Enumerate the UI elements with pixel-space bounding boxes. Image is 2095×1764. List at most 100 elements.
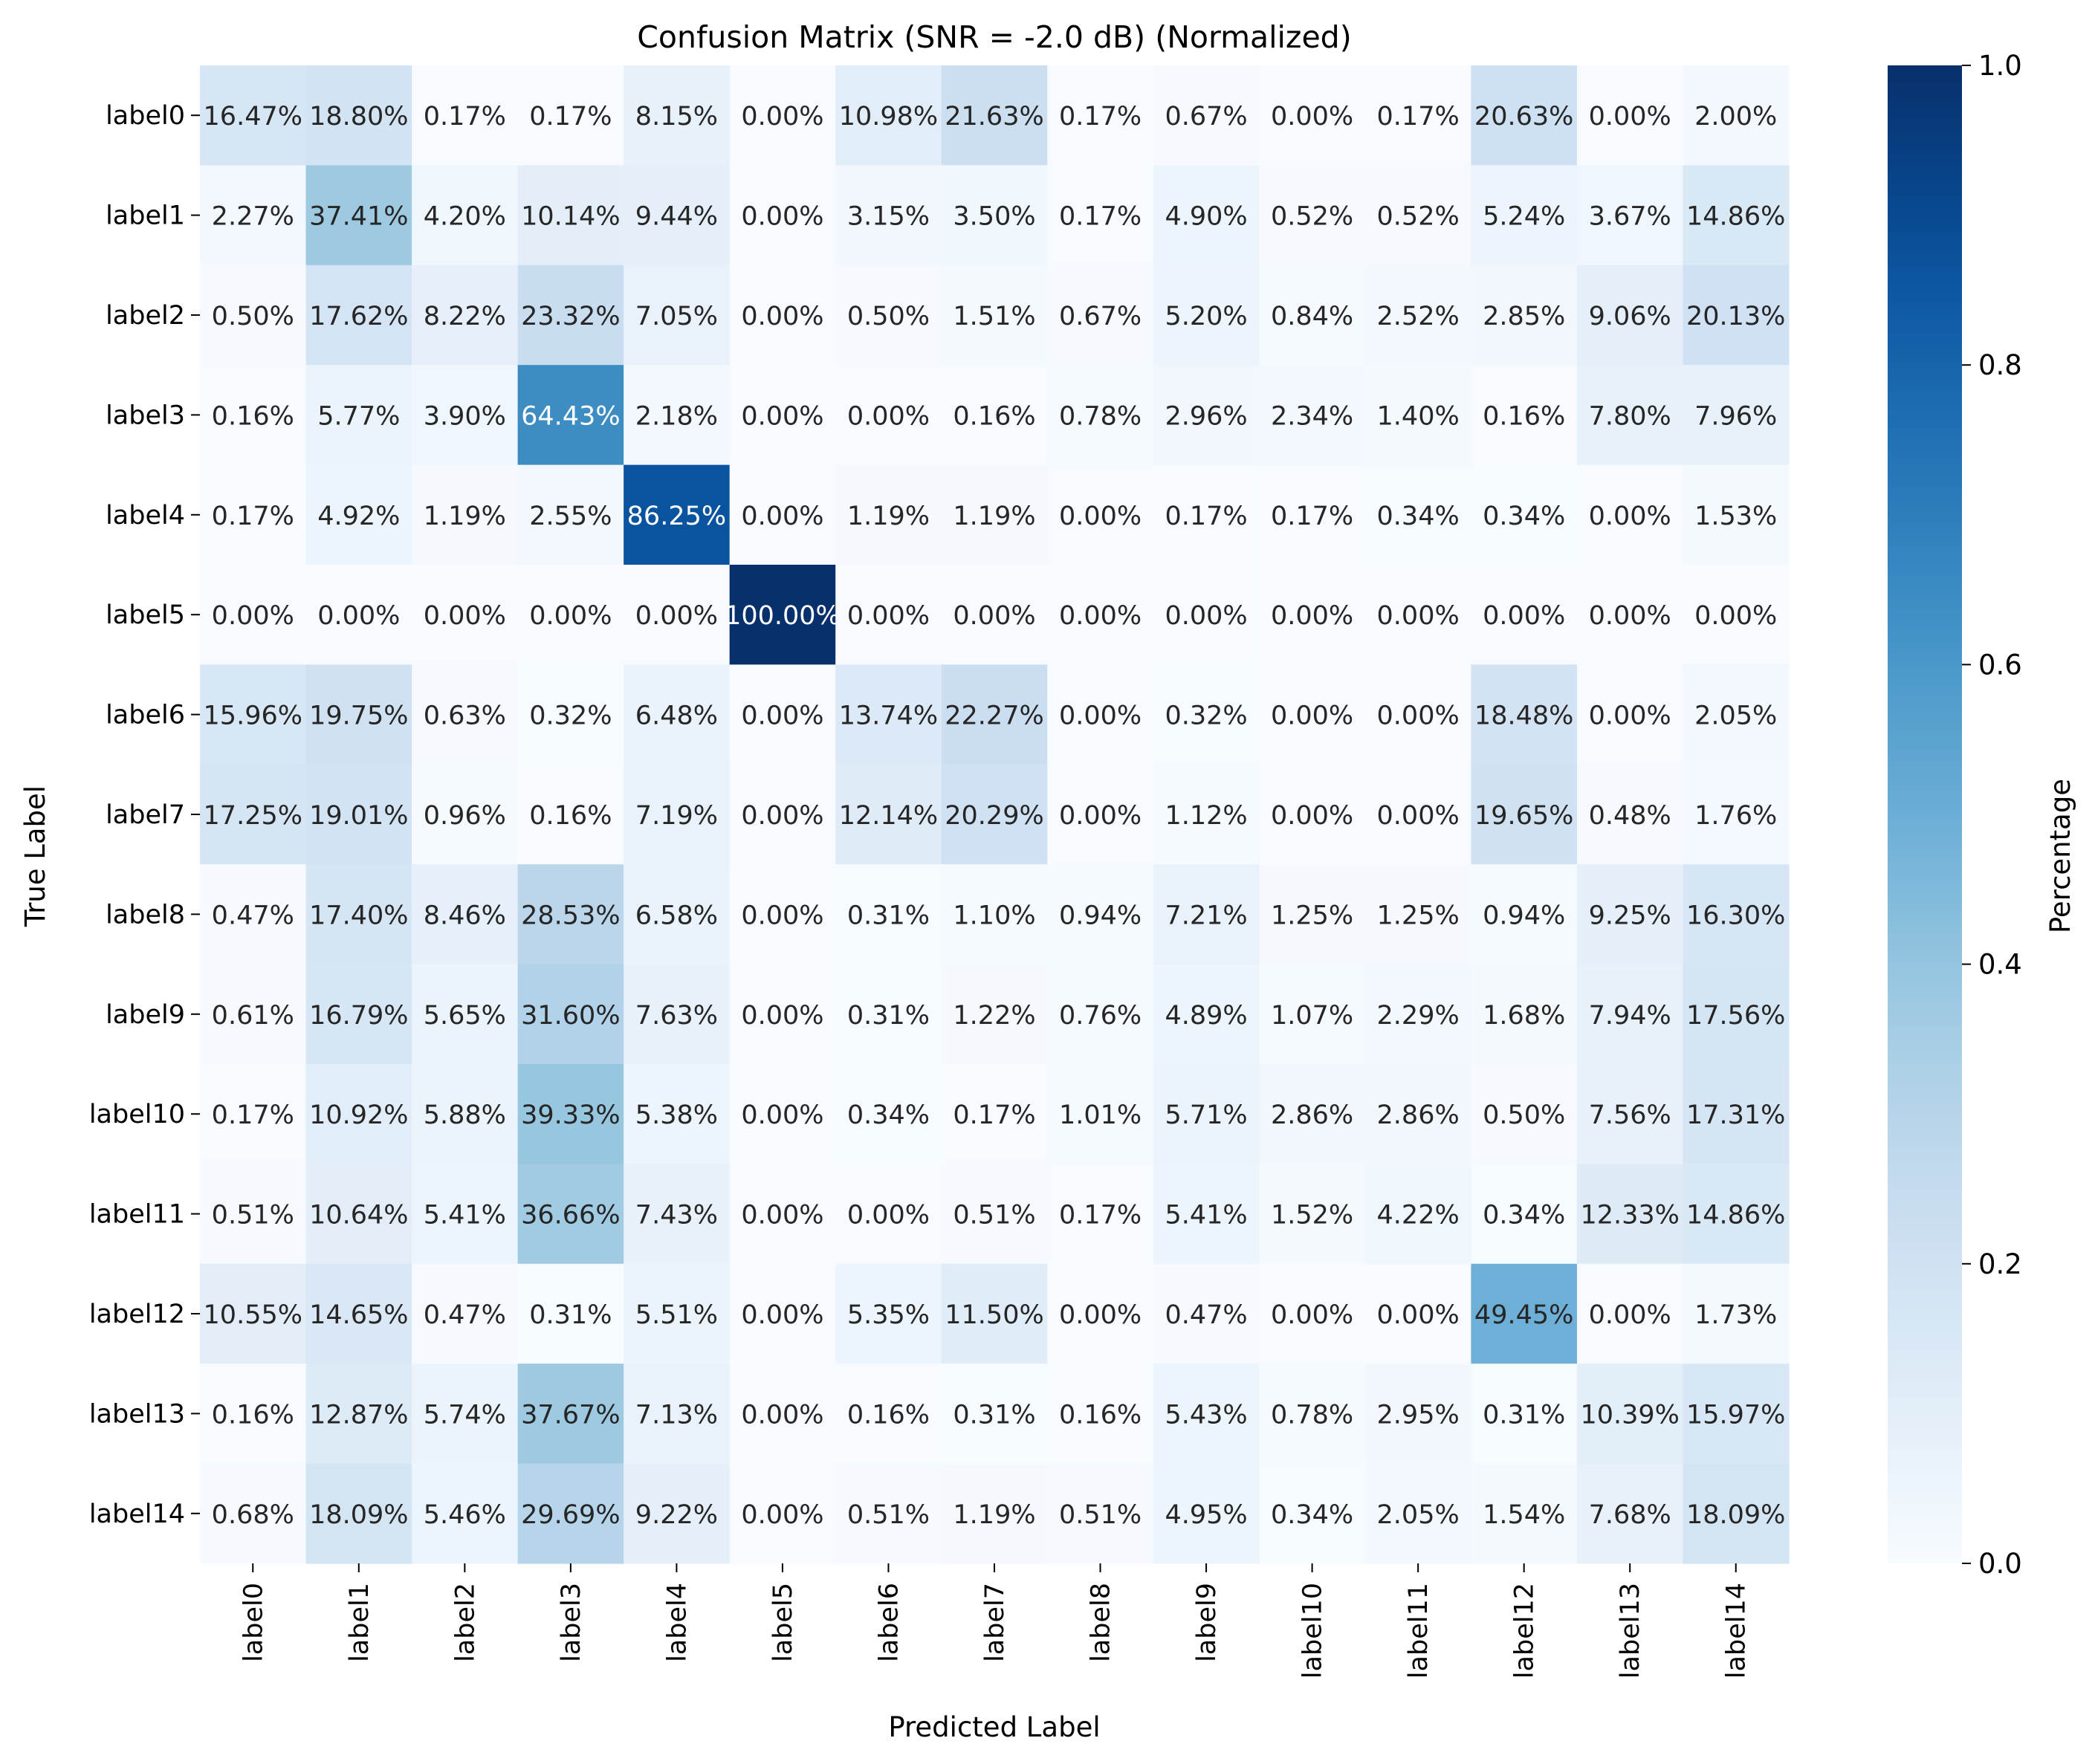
heatmap-cell xyxy=(1683,664,1790,765)
cell-value-label: 5.24% xyxy=(1483,202,1565,232)
cell-value-label: 9.22% xyxy=(635,1500,718,1530)
heatmap-cell xyxy=(941,265,1048,366)
heatmap-cell xyxy=(1047,764,1154,865)
cell-value-label: 0.00% xyxy=(847,1201,930,1230)
cell-value-label: 1.54% xyxy=(1483,1500,1565,1530)
colorbar-label: Percentage xyxy=(2044,779,2076,933)
heatmap-cell xyxy=(1259,65,1366,166)
cell-value-label: 7.05% xyxy=(635,302,718,331)
cell-value-label: 0.00% xyxy=(1059,701,1142,731)
cell-value-label: 0.47% xyxy=(424,1300,506,1330)
cell-value-label: 4.89% xyxy=(1165,1001,1247,1031)
heatmap-cell xyxy=(412,1363,519,1465)
heatmap-cell xyxy=(200,864,307,965)
heatmap-cell xyxy=(1683,1363,1790,1465)
heatmap-cell xyxy=(1259,964,1366,1065)
cell-value-label: 9.44% xyxy=(635,202,718,232)
cell-value-label: 7.19% xyxy=(635,801,718,831)
cell-value-label: 2.05% xyxy=(1377,1500,1460,1530)
heatmap-cell xyxy=(1576,864,1684,965)
heatmap-cell xyxy=(941,1263,1048,1364)
cell-value-label: 0.00% xyxy=(1377,701,1460,731)
y-tick-label: label2 xyxy=(106,301,185,331)
cell-value-label: 5.65% xyxy=(424,1001,506,1031)
cell-value-label: 37.67% xyxy=(521,1400,620,1430)
cell-value-label: 0.00% xyxy=(741,401,823,431)
heatmap-cell xyxy=(1364,165,1471,266)
heatmap-cell xyxy=(1259,464,1366,565)
y-tick-label: label6 xyxy=(106,701,185,730)
heatmap-cell xyxy=(729,1363,836,1465)
x-tick-label: label9 xyxy=(1192,1583,1222,1662)
x-tick-label: label0 xyxy=(239,1583,268,1662)
heatmap-cell xyxy=(412,1064,519,1164)
heatmap-cell xyxy=(1047,1463,1154,1564)
cell-value-label: 0.00% xyxy=(1271,102,1353,132)
cell-value-label: 0.32% xyxy=(1165,701,1247,731)
cell-value-label: 10.39% xyxy=(1580,1400,1679,1430)
cell-value-label: 0.84% xyxy=(1271,302,1353,331)
cell-value-label: 8.22% xyxy=(424,302,506,331)
cell-value-label: 0.00% xyxy=(741,1100,823,1130)
cell-value-label: 1.19% xyxy=(953,502,1035,531)
heatmap-cell xyxy=(305,1064,412,1164)
cell-value-label: 13.74% xyxy=(839,701,938,731)
cell-value-label: 1.10% xyxy=(953,901,1035,930)
heatmap-cell xyxy=(412,365,519,466)
cell-value-label: 31.60% xyxy=(521,1001,620,1031)
cell-value-label: 0.00% xyxy=(1165,601,1247,631)
cell-value-label: 0.52% xyxy=(1271,202,1353,232)
heatmap-cell xyxy=(1364,1164,1471,1265)
cell-value-label: 0.34% xyxy=(1483,502,1565,531)
heatmap-cell xyxy=(835,365,942,466)
cell-value-label: 0.17% xyxy=(212,502,294,531)
x-tick-label: label14 xyxy=(1722,1583,1752,1679)
heatmap-cell xyxy=(1259,565,1366,665)
heatmap-cell xyxy=(624,764,731,865)
heatmap-cell xyxy=(1683,1064,1790,1164)
cell-value-label: 0.34% xyxy=(847,1100,930,1130)
cell-value-label: 0.78% xyxy=(1059,401,1142,431)
cell-value-label: 0.00% xyxy=(1059,801,1142,831)
x-tick-label: label3 xyxy=(557,1583,586,1662)
cell-value-label: 28.53% xyxy=(521,901,620,930)
cell-value-label: 2.34% xyxy=(1271,401,1353,431)
cell-value-label: 0.00% xyxy=(635,601,718,631)
heatmap-cell xyxy=(1576,1064,1684,1164)
heatmap-cells: 16.47% 18.80% 0.17% 0.17% 8.15% 0.00% 10.98% 21… xyxy=(200,65,1790,1564)
cell-value-label: 14.86% xyxy=(1686,1201,1785,1230)
heatmap-cell xyxy=(517,265,624,366)
heatmap-cell xyxy=(1576,764,1684,865)
heatmap-cell xyxy=(1576,1363,1684,1465)
cell-value-label: 0.00% xyxy=(1589,701,1671,731)
cell-value-label: 0.00% xyxy=(529,601,612,631)
heatmap-cell xyxy=(517,365,624,466)
cell-value-label: 17.25% xyxy=(204,801,302,831)
heatmap-cell xyxy=(517,565,624,665)
heatmap-cell xyxy=(624,964,731,1065)
heatmap-cell xyxy=(200,265,307,366)
heatmap-cell xyxy=(1047,964,1154,1065)
cell-value-label: 0.00% xyxy=(1589,502,1671,531)
cell-value-label: 2.55% xyxy=(529,502,612,531)
y-tick-label: label12 xyxy=(89,1300,185,1329)
cell-value-label: 2.05% xyxy=(1694,701,1777,731)
heatmap-cell xyxy=(729,1164,836,1265)
heatmap-cell xyxy=(1153,65,1260,166)
heatmap-cell xyxy=(1364,1263,1471,1364)
heatmap-cell xyxy=(305,964,412,1065)
heatmap-cell xyxy=(835,864,942,965)
cell-value-label: 0.51% xyxy=(212,1201,294,1230)
heatmap-cell xyxy=(1364,864,1471,965)
cell-value-label: 0.47% xyxy=(212,901,294,930)
heatmap-cell xyxy=(729,1263,836,1364)
heatmap-cell xyxy=(305,464,412,565)
heatmap-cell xyxy=(1047,864,1154,965)
heatmap-cell xyxy=(729,764,836,865)
heatmap-cell xyxy=(941,464,1048,565)
cell-value-label: 1.22% xyxy=(953,1001,1035,1031)
cell-value-label: 2.85% xyxy=(1483,302,1565,331)
cell-value-label: 0.17% xyxy=(1059,1201,1142,1230)
cell-value-label: 4.92% xyxy=(317,502,400,531)
heatmap-cell xyxy=(1153,664,1260,765)
